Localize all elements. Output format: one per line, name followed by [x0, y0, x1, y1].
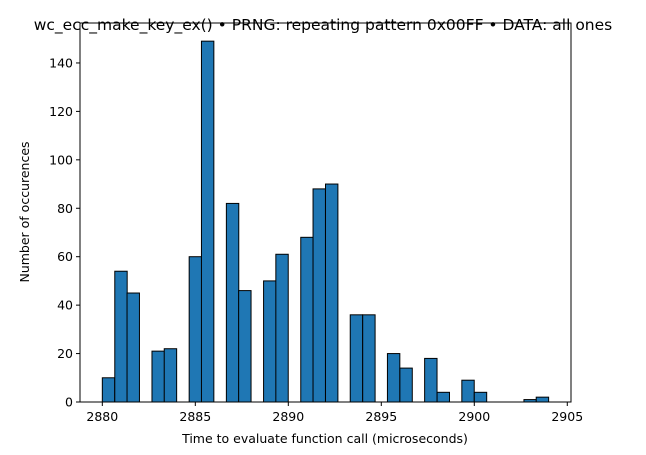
- y-tick-label-4: 80: [57, 201, 73, 216]
- histogram-bar-4: [163, 348, 178, 403]
- histogram-bar-14: [349, 314, 364, 403]
- x-tick-label-4: 2900: [458, 409, 490, 424]
- y-axis: 0 20 40 60 80 100 120 140: [49, 55, 80, 410]
- histogram-bar-10: [275, 253, 289, 403]
- histogram-bar-18: [424, 357, 438, 403]
- y-tick-label-1: 20: [57, 346, 73, 361]
- histogram-bar-9: [263, 280, 277, 403]
- x-tick-label-1: 2885: [179, 409, 211, 424]
- x-axis: 2880 2885 2890 2895 2900 2905: [86, 402, 583, 424]
- histogram-bar-16: [386, 353, 401, 403]
- histogram-bar-7: [225, 202, 240, 403]
- histogram-bar-2: [126, 292, 140, 403]
- x-tick-label-3: 2895: [365, 409, 397, 424]
- histogram-bar-24: [535, 396, 550, 403]
- histogram-bar-8: [238, 290, 252, 403]
- histogram-bar-12: [312, 188, 326, 403]
- y-tick-label-7: 140: [49, 55, 73, 70]
- x-tick-label-0: 2880: [86, 409, 118, 424]
- y-tick-label-6: 120: [49, 104, 73, 119]
- x-axis-label: Time to evaluate function call (microsec…: [181, 431, 468, 446]
- y-tick-label-5: 100: [49, 152, 73, 167]
- y-tick-label-3: 60: [57, 249, 73, 264]
- chart-title: wc_ecc_make_key_ex() • PRNG: repeating p…: [34, 16, 613, 35]
- plot-frame: [79, 22, 572, 403]
- histogram-bar-11: [300, 236, 314, 403]
- x-tick-label-2: 2890: [272, 409, 304, 424]
- histogram-bar-13: [325, 183, 339, 403]
- histogram-bar-0: [101, 377, 116, 403]
- histogram-bar-5: [188, 256, 203, 403]
- histogram-bar-20: [461, 379, 475, 403]
- y-axis-label: Number of occurences: [17, 141, 32, 282]
- y-tick-label-2: 40: [57, 298, 73, 313]
- histogram-bar-17: [399, 367, 413, 403]
- histogram-bar-3: [151, 350, 165, 403]
- histogram-bar-21: [473, 391, 488, 403]
- histogram-bar-1: [114, 270, 128, 403]
- y-tick-label-0: 0: [65, 395, 73, 410]
- x-tick-label-5: 2905: [551, 409, 583, 424]
- histogram-bar-6: [200, 40, 215, 403]
- bars-group: [101, 40, 550, 403]
- histogram-bar-15: [362, 314, 376, 403]
- histogram-bar-19: [436, 391, 450, 403]
